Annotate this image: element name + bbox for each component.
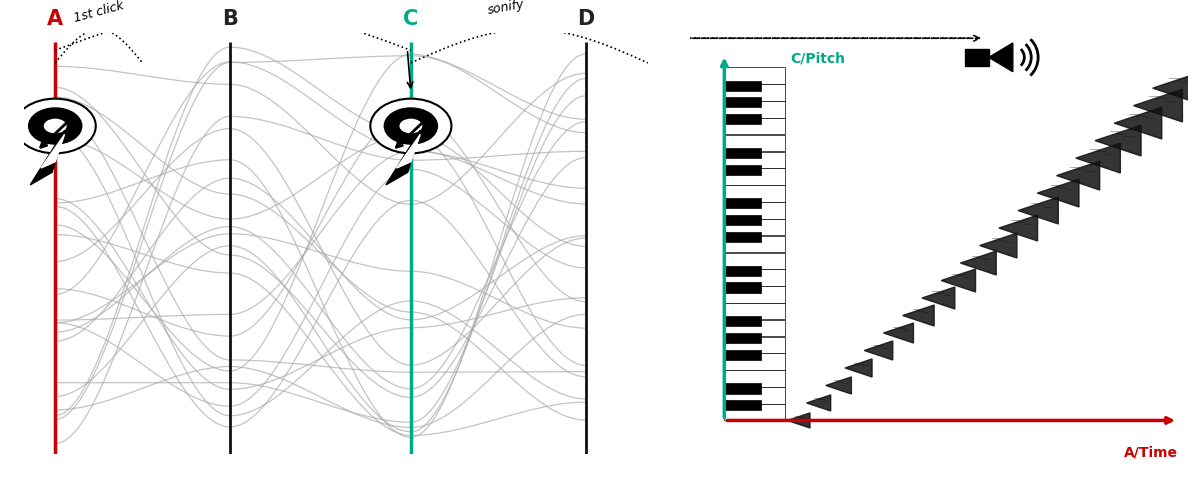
Circle shape — [14, 98, 96, 153]
Text: D: D — [577, 9, 594, 29]
Polygon shape — [1096, 125, 1141, 156]
Text: sonify: sonify — [486, 0, 526, 17]
Circle shape — [371, 98, 451, 153]
Bar — [725, 370, 785, 387]
Bar — [725, 303, 785, 319]
Bar — [725, 101, 785, 118]
Bar — [725, 165, 761, 175]
Circle shape — [43, 118, 67, 134]
Bar — [725, 219, 785, 235]
Polygon shape — [787, 413, 810, 428]
Polygon shape — [396, 134, 420, 168]
Bar — [725, 400, 761, 410]
Polygon shape — [941, 269, 976, 292]
Circle shape — [29, 109, 82, 144]
Text: C: C — [403, 9, 419, 29]
Bar — [725, 350, 761, 360]
Bar — [725, 81, 761, 91]
Polygon shape — [1153, 71, 1200, 105]
Bar — [725, 354, 785, 370]
Polygon shape — [845, 359, 872, 377]
Polygon shape — [864, 341, 893, 360]
Polygon shape — [1115, 107, 1162, 139]
Bar — [725, 198, 761, 208]
Polygon shape — [30, 130, 65, 185]
Bar — [725, 152, 785, 168]
Polygon shape — [902, 305, 934, 326]
Bar — [725, 232, 761, 242]
Text: A/Time: A/Time — [1124, 445, 1178, 460]
Bar — [725, 98, 761, 108]
Bar — [725, 320, 785, 337]
Bar — [725, 387, 785, 403]
Bar — [725, 404, 785, 421]
Circle shape — [385, 109, 437, 144]
Bar — [725, 282, 761, 293]
Circle shape — [398, 118, 424, 134]
Text: C/Pitch: C/Pitch — [790, 52, 845, 65]
FancyBboxPatch shape — [965, 49, 989, 66]
Polygon shape — [1037, 179, 1079, 207]
Bar — [725, 135, 785, 151]
Polygon shape — [960, 251, 996, 275]
Polygon shape — [1018, 197, 1058, 224]
Polygon shape — [883, 323, 913, 343]
Bar — [725, 84, 785, 101]
Polygon shape — [1075, 143, 1121, 173]
Polygon shape — [1056, 161, 1099, 190]
Bar — [725, 252, 785, 269]
Bar — [725, 270, 785, 286]
Polygon shape — [998, 215, 1038, 241]
Polygon shape — [41, 134, 65, 168]
Text: B: B — [222, 9, 238, 29]
Bar — [725, 118, 785, 134]
Text: A: A — [47, 9, 64, 29]
Bar — [725, 67, 785, 84]
Polygon shape — [806, 395, 830, 411]
Text: 1st click: 1st click — [72, 0, 125, 25]
Bar — [725, 286, 785, 303]
Bar — [725, 236, 785, 252]
Polygon shape — [989, 43, 1013, 72]
Bar — [725, 337, 785, 353]
Polygon shape — [826, 377, 851, 394]
Bar — [725, 202, 785, 218]
Bar — [725, 148, 761, 158]
Bar — [725, 168, 785, 185]
Bar — [725, 114, 761, 124]
Bar — [725, 333, 761, 343]
Bar — [725, 215, 761, 225]
Polygon shape — [1134, 89, 1182, 122]
Polygon shape — [386, 130, 420, 185]
Bar — [725, 383, 761, 393]
Polygon shape — [979, 233, 1016, 258]
Bar — [725, 266, 761, 276]
Bar — [725, 185, 785, 202]
Bar — [725, 316, 761, 326]
Polygon shape — [922, 287, 955, 309]
